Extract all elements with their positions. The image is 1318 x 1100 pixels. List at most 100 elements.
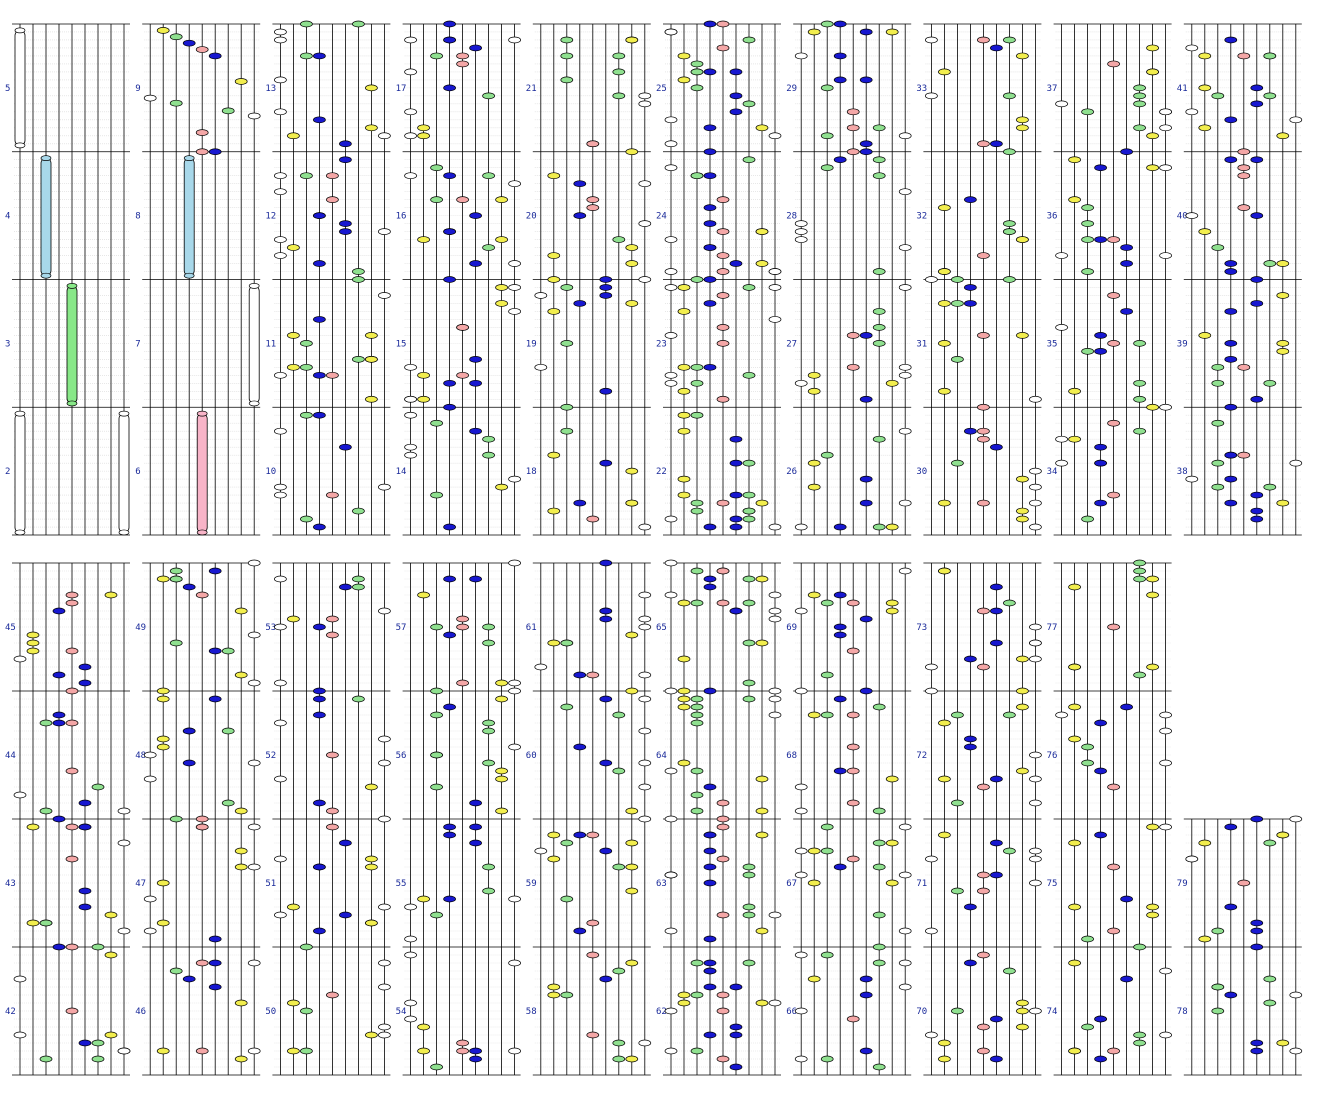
note bbox=[1133, 340, 1146, 347]
note bbox=[925, 687, 938, 695]
note bbox=[1146, 132, 1159, 140]
note bbox=[638, 1039, 652, 1047]
note bbox=[703, 363, 717, 371]
note bbox=[195, 129, 209, 136]
note bbox=[951, 276, 964, 283]
measure-number: 39 bbox=[1177, 339, 1188, 349]
note bbox=[951, 459, 964, 467]
note bbox=[690, 703, 704, 711]
note bbox=[78, 887, 92, 895]
note bbox=[742, 695, 756, 703]
note bbox=[287, 1047, 300, 1055]
note bbox=[482, 863, 495, 871]
note bbox=[586, 951, 600, 959]
note bbox=[208, 567, 222, 575]
note bbox=[182, 727, 196, 735]
note bbox=[768, 615, 782, 623]
note bbox=[1224, 991, 1238, 999]
note bbox=[78, 903, 92, 911]
note bbox=[508, 475, 521, 483]
measure-number: 25 bbox=[656, 84, 667, 94]
hold-note bbox=[248, 285, 260, 404]
note bbox=[339, 911, 352, 919]
hold-cap bbox=[40, 155, 52, 161]
note bbox=[378, 1023, 391, 1031]
note bbox=[951, 887, 964, 895]
note bbox=[938, 499, 951, 507]
note bbox=[1250, 100, 1264, 108]
note bbox=[1029, 483, 1042, 491]
note bbox=[534, 663, 548, 671]
note bbox=[612, 967, 626, 975]
note bbox=[469, 575, 482, 583]
note bbox=[677, 491, 691, 499]
note bbox=[26, 639, 40, 647]
note bbox=[378, 983, 391, 991]
note bbox=[664, 268, 678, 275]
note bbox=[716, 292, 730, 299]
note bbox=[274, 76, 287, 84]
note bbox=[443, 895, 456, 903]
note bbox=[820, 1055, 834, 1063]
measure-number: 59 bbox=[526, 879, 537, 889]
note bbox=[1016, 515, 1029, 523]
note bbox=[755, 999, 769, 1007]
note bbox=[352, 268, 365, 275]
note bbox=[716, 815, 730, 823]
measure-number: 67 bbox=[786, 879, 797, 889]
note bbox=[703, 935, 717, 943]
note bbox=[339, 140, 352, 148]
note bbox=[1237, 451, 1251, 459]
note bbox=[1016, 52, 1029, 60]
note bbox=[1081, 108, 1094, 116]
note bbox=[755, 831, 769, 839]
hold-cap bbox=[183, 155, 195, 161]
note bbox=[208, 959, 222, 967]
note bbox=[938, 775, 951, 783]
note bbox=[495, 767, 508, 775]
note bbox=[469, 427, 482, 435]
note bbox=[990, 44, 1003, 52]
note bbox=[755, 927, 769, 935]
measure-number: 75 bbox=[1047, 879, 1058, 889]
note bbox=[768, 711, 782, 719]
note bbox=[1146, 575, 1159, 583]
hold-cap bbox=[14, 529, 26, 536]
note bbox=[1029, 751, 1042, 759]
note bbox=[638, 815, 652, 823]
measure-number: 17 bbox=[396, 84, 407, 94]
note bbox=[716, 799, 730, 807]
note bbox=[898, 371, 912, 379]
note bbox=[729, 607, 743, 615]
note bbox=[1081, 743, 1094, 751]
note bbox=[430, 751, 443, 759]
note bbox=[833, 76, 847, 84]
note bbox=[638, 695, 652, 703]
note bbox=[234, 999, 248, 1007]
measure-number: 13 bbox=[265, 84, 276, 94]
note bbox=[1185, 475, 1199, 483]
note bbox=[143, 895, 157, 903]
note bbox=[833, 623, 847, 631]
note bbox=[872, 807, 886, 815]
note bbox=[1159, 124, 1172, 132]
note bbox=[677, 284, 691, 291]
note bbox=[508, 559, 521, 567]
note bbox=[13, 791, 27, 799]
note bbox=[1029, 395, 1042, 403]
note bbox=[274, 575, 287, 583]
note bbox=[1094, 499, 1107, 507]
note bbox=[1250, 919, 1264, 927]
note bbox=[938, 68, 951, 76]
note bbox=[456, 196, 469, 204]
note bbox=[625, 687, 639, 695]
note bbox=[156, 879, 170, 887]
note bbox=[495, 807, 508, 815]
note bbox=[964, 735, 977, 743]
note bbox=[65, 591, 79, 599]
note bbox=[977, 499, 990, 507]
hold-note bbox=[14, 413, 26, 533]
note bbox=[313, 863, 326, 871]
note bbox=[716, 823, 730, 831]
note bbox=[1211, 244, 1225, 251]
